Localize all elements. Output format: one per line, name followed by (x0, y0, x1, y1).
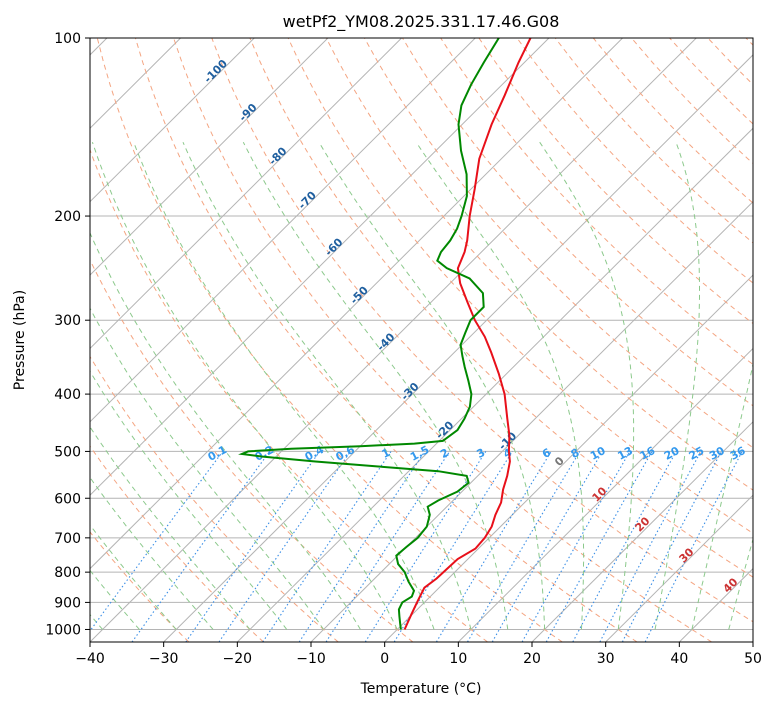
dry-adiabat-line (96, 38, 563, 642)
moist-adiabat-line (90, 231, 361, 630)
moist-adiabat-line (90, 476, 214, 630)
moist-adiabat-line (539, 141, 635, 630)
y-tick-label: 600 (54, 491, 81, 507)
plot-frame (89, 37, 754, 643)
moist-adiabat-line (90, 307, 325, 630)
dry-adiabat-line (90, 531, 190, 642)
isotherm-line (90, 38, 550, 496)
temperature-profile (403, 38, 532, 630)
thermo-lines-layer (90, 38, 753, 642)
mixing-ratio-line (521, 451, 631, 642)
moist-adiabat-line (90, 370, 288, 630)
plot-border (89, 37, 754, 643)
mixing-ratio-line (572, 451, 677, 642)
mixing-ratio-label: 20 (662, 444, 682, 463)
dry-adiabat-line (402, 38, 753, 407)
y-tick-label: 800 (54, 565, 81, 581)
dry-adiabat-line (211, 38, 753, 623)
chart-title: wetPf2_YM08.2025.331.17.46.G08 (283, 12, 560, 32)
y-tick-label: 300 (54, 313, 81, 329)
x-tick-label: 40 (670, 651, 688, 667)
x-tick-label: −40 (75, 651, 105, 667)
x-tick-label: 30 (597, 651, 615, 667)
mixing-ratio-label: 36 (728, 444, 748, 463)
moist-adiabat-line (90, 426, 251, 630)
plot-background (90, 38, 753, 642)
mixing-ratio-line (545, 451, 653, 642)
dry-adiabat-line (516, 38, 753, 284)
isotherm-line (90, 38, 402, 350)
mixing-ratio-line (298, 451, 426, 642)
mixing-ratio-line (262, 451, 392, 642)
dry-adiabat-line (173, 38, 712, 642)
isotherm-line (236, 127, 753, 642)
dry-adiabat-line (287, 38, 753, 534)
x-axis-label: Temperature (°C) (360, 681, 482, 697)
isotherm-line (384, 274, 753, 642)
mixing-ratio-line (644, 451, 743, 642)
dry-adiabat-line (90, 445, 264, 642)
dry-adiabat-line (134, 38, 638, 642)
y-tick-label: 200 (54, 209, 81, 225)
mixing-ratio-line (131, 451, 271, 642)
mixing-ratio-line (90, 451, 224, 632)
isotherm-line (163, 54, 753, 642)
mixing-ratio-line (218, 451, 351, 642)
x-axis: −40 −30 −20 −10 0 10 20 30 40 50 (75, 642, 762, 667)
isotherm-line (457, 347, 753, 642)
y-tick-label: 400 (54, 387, 81, 403)
x-tick-label: −10 (296, 651, 326, 667)
moist-adiabat-line (318, 141, 546, 630)
x-tick-label: 50 (744, 651, 762, 667)
isotherm-line (90, 38, 623, 570)
profile-layer (238, 38, 532, 630)
x-tick-label: 10 (449, 651, 467, 667)
y-axis: 100 200 300 400 500 600 700 800 900 1000 (45, 31, 90, 638)
mixing-ratio-label: 30 (707, 444, 727, 463)
x-tick-label: 0 (380, 651, 389, 667)
mixing-ratio-label: 25 (687, 444, 707, 463)
isotherm-line (531, 421, 753, 642)
moist-adiabat-line (415, 141, 585, 630)
x-tick-label: −20 (223, 651, 253, 667)
y-tick-label: 700 (54, 531, 81, 547)
moist-adiabat-line (133, 142, 435, 630)
dry-adiabat-line (90, 355, 339, 642)
plot-area (90, 38, 753, 642)
dry-adiabat-line (249, 38, 753, 578)
dry-adiabat-line (90, 148, 488, 642)
moist-adiabat-line (728, 537, 753, 630)
x-tick-label: 20 (523, 651, 541, 667)
dry-adiabat-line (90, 258, 414, 642)
mixing-ratio-label: 10 (588, 444, 608, 463)
grid-layer (90, 38, 753, 642)
y-axis-label: Pressure (hPa) (12, 290, 28, 390)
mixing-ratio-line (325, 451, 451, 642)
isotherm-line (752, 641, 753, 642)
dry-adiabat-line (440, 38, 753, 366)
y-tick-label: 1000 (45, 622, 81, 638)
isotherm-line (90, 38, 329, 276)
moist-adiabat-line (91, 142, 398, 630)
isotherm-line (90, 38, 255, 203)
moist-adiabat-line (242, 141, 509, 630)
mixing-ratio-label: 16 (638, 444, 658, 463)
moist-adiabat-line (691, 361, 753, 630)
isotherm-line (90, 38, 476, 423)
moist-adiabat-line (182, 141, 472, 630)
mixing-ratio-line (185, 451, 321, 642)
y-tick-label: 100 (54, 31, 81, 47)
mixing-ratio-label: 13 (615, 444, 635, 463)
x-tick-label: −30 (149, 651, 179, 667)
y-tick-label: 500 (54, 444, 81, 460)
y-tick-label: 900 (54, 595, 81, 611)
mixing-ratio-line (393, 451, 513, 642)
moist-adiabat-line (654, 142, 700, 630)
isotherm-line (90, 38, 697, 642)
isotherm-line (605, 494, 753, 642)
dewpoint-profile (238, 38, 500, 630)
